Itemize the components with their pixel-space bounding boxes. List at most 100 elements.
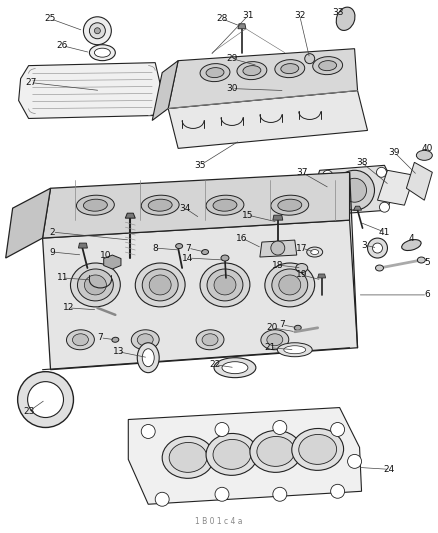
Ellipse shape — [169, 442, 207, 472]
Text: 29: 29 — [226, 54, 238, 63]
Text: 38: 38 — [356, 158, 367, 167]
Ellipse shape — [213, 439, 251, 470]
Circle shape — [18, 372, 74, 427]
Ellipse shape — [402, 240, 421, 251]
Circle shape — [367, 238, 388, 258]
Ellipse shape — [294, 325, 301, 330]
Circle shape — [271, 241, 285, 255]
Ellipse shape — [214, 358, 256, 378]
Text: 26: 26 — [57, 41, 68, 50]
Ellipse shape — [176, 244, 183, 248]
Ellipse shape — [271, 195, 309, 215]
Polygon shape — [78, 243, 88, 248]
Ellipse shape — [131, 330, 159, 350]
Polygon shape — [6, 188, 50, 258]
Text: 7: 7 — [98, 333, 103, 342]
Circle shape — [273, 421, 287, 434]
Circle shape — [83, 17, 111, 45]
Ellipse shape — [141, 195, 179, 215]
Ellipse shape — [277, 343, 312, 357]
Text: 41: 41 — [379, 228, 390, 237]
Ellipse shape — [267, 334, 283, 346]
Text: 2: 2 — [50, 228, 55, 237]
Ellipse shape — [336, 7, 355, 30]
Ellipse shape — [261, 330, 289, 350]
Text: 31: 31 — [242, 11, 254, 20]
Polygon shape — [378, 171, 414, 205]
Ellipse shape — [196, 330, 224, 350]
Ellipse shape — [202, 334, 218, 346]
Polygon shape — [406, 163, 432, 200]
Circle shape — [320, 205, 330, 215]
Ellipse shape — [72, 334, 88, 346]
Ellipse shape — [137, 334, 153, 346]
Circle shape — [372, 243, 382, 253]
Polygon shape — [128, 408, 361, 504]
Polygon shape — [273, 215, 283, 220]
Circle shape — [155, 492, 169, 506]
Text: 39: 39 — [389, 148, 400, 157]
Text: 27: 27 — [25, 78, 36, 87]
Ellipse shape — [299, 434, 337, 464]
Text: 23: 23 — [23, 407, 34, 416]
Text: 34: 34 — [180, 204, 191, 213]
Ellipse shape — [278, 199, 302, 211]
Polygon shape — [312, 165, 395, 215]
Polygon shape — [260, 240, 297, 257]
Ellipse shape — [222, 362, 248, 374]
Circle shape — [273, 487, 287, 501]
Text: 12: 12 — [63, 303, 74, 312]
Circle shape — [95, 28, 100, 34]
Circle shape — [335, 171, 374, 210]
Ellipse shape — [206, 433, 258, 475]
Text: 9: 9 — [49, 247, 55, 256]
Ellipse shape — [85, 275, 106, 295]
Ellipse shape — [206, 195, 244, 215]
Circle shape — [331, 484, 345, 498]
Polygon shape — [19, 63, 165, 118]
Ellipse shape — [201, 249, 208, 255]
Text: 8: 8 — [152, 244, 158, 253]
Ellipse shape — [313, 56, 343, 75]
Text: 30: 30 — [226, 84, 238, 93]
Ellipse shape — [206, 68, 224, 78]
Ellipse shape — [71, 263, 120, 307]
Ellipse shape — [135, 263, 185, 307]
Circle shape — [141, 424, 155, 439]
Circle shape — [323, 171, 332, 180]
Polygon shape — [168, 91, 367, 148]
Ellipse shape — [83, 199, 107, 211]
Ellipse shape — [162, 437, 214, 478]
Polygon shape — [284, 82, 292, 86]
Text: 25: 25 — [45, 14, 56, 23]
Text: 21: 21 — [264, 343, 276, 352]
Text: 32: 32 — [294, 11, 305, 20]
Circle shape — [215, 423, 229, 437]
Ellipse shape — [148, 199, 172, 211]
Text: 28: 28 — [216, 14, 228, 23]
Ellipse shape — [319, 61, 337, 71]
Ellipse shape — [279, 275, 301, 295]
Ellipse shape — [214, 275, 236, 295]
Ellipse shape — [237, 62, 267, 79]
Text: 17: 17 — [296, 244, 307, 253]
Ellipse shape — [207, 269, 243, 301]
Polygon shape — [42, 220, 357, 370]
Ellipse shape — [112, 337, 119, 342]
Ellipse shape — [257, 437, 295, 466]
Polygon shape — [318, 274, 326, 278]
Text: 15: 15 — [242, 211, 254, 220]
Ellipse shape — [67, 330, 95, 350]
Text: 6: 6 — [424, 290, 430, 300]
Polygon shape — [168, 49, 357, 109]
Ellipse shape — [77, 195, 114, 215]
Ellipse shape — [417, 257, 425, 263]
Text: 35: 35 — [194, 161, 206, 170]
Text: 20: 20 — [266, 324, 278, 332]
Ellipse shape — [296, 263, 308, 272]
Circle shape — [28, 382, 64, 417]
Text: 19: 19 — [296, 270, 307, 279]
Ellipse shape — [275, 60, 305, 78]
Ellipse shape — [311, 249, 319, 255]
Polygon shape — [238, 24, 246, 29]
